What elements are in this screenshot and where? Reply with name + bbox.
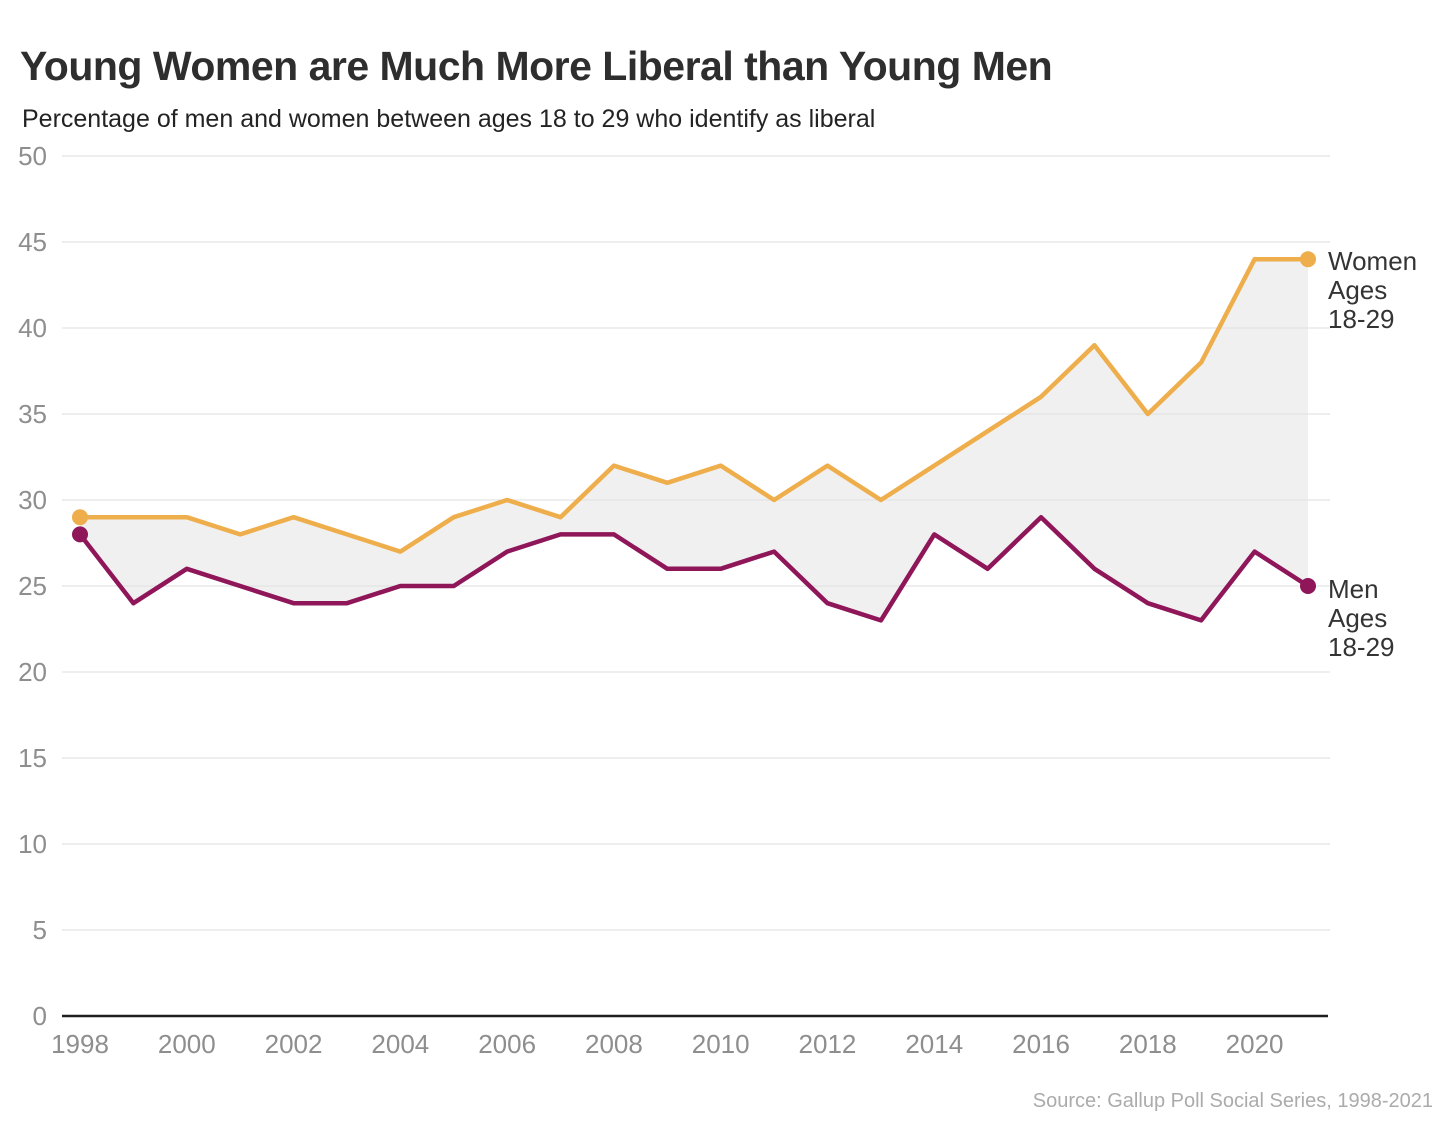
series-fill-between xyxy=(80,259,1308,621)
men-line-end-dot xyxy=(1300,578,1316,594)
men-line-end-dot xyxy=(72,526,88,543)
x-tick-label: 2014 xyxy=(905,1029,963,1059)
series-label-men: Men Ages 18-29 xyxy=(1328,574,1395,662)
y-tick-label: 0 xyxy=(33,1001,47,1031)
x-tick-label: 2020 xyxy=(1226,1029,1284,1059)
y-tick-label: 40 xyxy=(18,313,47,343)
y-tick-label: 35 xyxy=(18,399,47,429)
women-series-line xyxy=(77,256,1311,554)
chart-title: Young Women are Much More Liberal than Y… xyxy=(20,43,1053,90)
x-tick-label: 2010 xyxy=(692,1029,750,1059)
x-tick-label: 2018 xyxy=(1119,1029,1177,1059)
men-series-line xyxy=(77,514,1311,623)
y-tick-label: 20 xyxy=(18,657,47,687)
y-tick-label: 10 xyxy=(18,829,47,859)
x-tick-label: 2008 xyxy=(585,1029,643,1059)
women-line-end-dot xyxy=(72,509,88,526)
source-attribution: Source: Gallup Poll Social Series, 1998-… xyxy=(1032,1090,1433,1112)
y-tick-label: 50 xyxy=(18,141,47,171)
y-tick-label: 30 xyxy=(18,485,47,515)
x-tick-label: 1998 xyxy=(51,1029,109,1059)
x-tick-label: 2000 xyxy=(158,1029,216,1059)
series-label-women: Women Ages 18-29 xyxy=(1328,246,1418,334)
y-tick-label: 25 xyxy=(18,571,47,601)
x-tick-label: 2006 xyxy=(478,1029,536,1059)
x-tick-label: 2004 xyxy=(371,1029,429,1059)
y-tick-label: 45 xyxy=(18,227,47,257)
x-tick-label: 2016 xyxy=(1012,1029,1070,1059)
women-line-end-dot xyxy=(1300,251,1316,268)
x-tick-label: 2012 xyxy=(799,1029,857,1059)
chart-subtitle: Percentage of men and women between ages… xyxy=(22,105,876,133)
y-tick-label: 5 xyxy=(33,915,47,945)
y-tick-label: 15 xyxy=(18,743,47,773)
x-tick-label: 2002 xyxy=(265,1029,323,1059)
